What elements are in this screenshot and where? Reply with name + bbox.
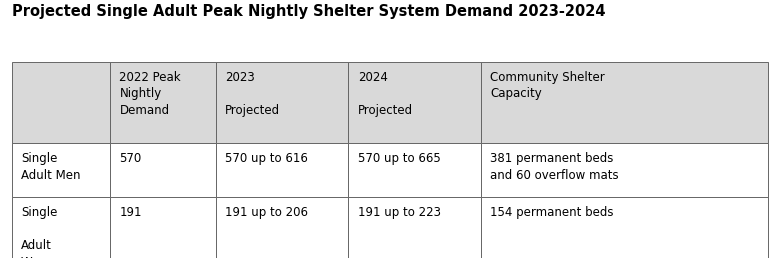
Text: 2023

Projected: 2023 Projected [225,71,281,117]
Bar [480,197,768,258]
Bar [480,62,768,143]
Text: 191 up to 223: 191 up to 223 [358,206,441,219]
Text: Single

Adult
Women: Single Adult Women [21,206,66,258]
Text: 2024

Projected: 2024 Projected [358,71,413,117]
Bar [349,62,480,143]
Text: Projected Single Adult Peak Nightly Shelter System Demand 2023-2024: Projected Single Adult Peak Nightly Shel… [12,4,605,19]
Bar [12,197,110,258]
Bar [110,62,216,143]
Text: 191 up to 206: 191 up to 206 [225,206,308,219]
Bar [216,143,349,197]
Bar [12,62,110,143]
Text: Single
Adult Men: Single Adult Men [21,152,80,182]
Text: Community Shelter
Capacity: Community Shelter Capacity [490,71,605,100]
Text: 154 permanent beds: 154 permanent beds [490,206,614,219]
Bar [110,197,216,258]
Bar [349,143,480,197]
Text: 570 up to 665: 570 up to 665 [358,152,441,165]
Bar [349,197,480,258]
Text: 191: 191 [119,206,142,219]
Bar [12,143,110,197]
Text: 2022 Peak
Nightly
Demand: 2022 Peak Nightly Demand [119,71,181,117]
Bar [216,197,349,258]
Bar [216,62,349,143]
Text: 570 up to 616: 570 up to 616 [225,152,308,165]
Text: 381 permanent beds
and 60 overflow mats: 381 permanent beds and 60 overflow mats [490,152,619,182]
Bar [110,143,216,197]
Bar [480,143,768,197]
Text: 570: 570 [119,152,142,165]
